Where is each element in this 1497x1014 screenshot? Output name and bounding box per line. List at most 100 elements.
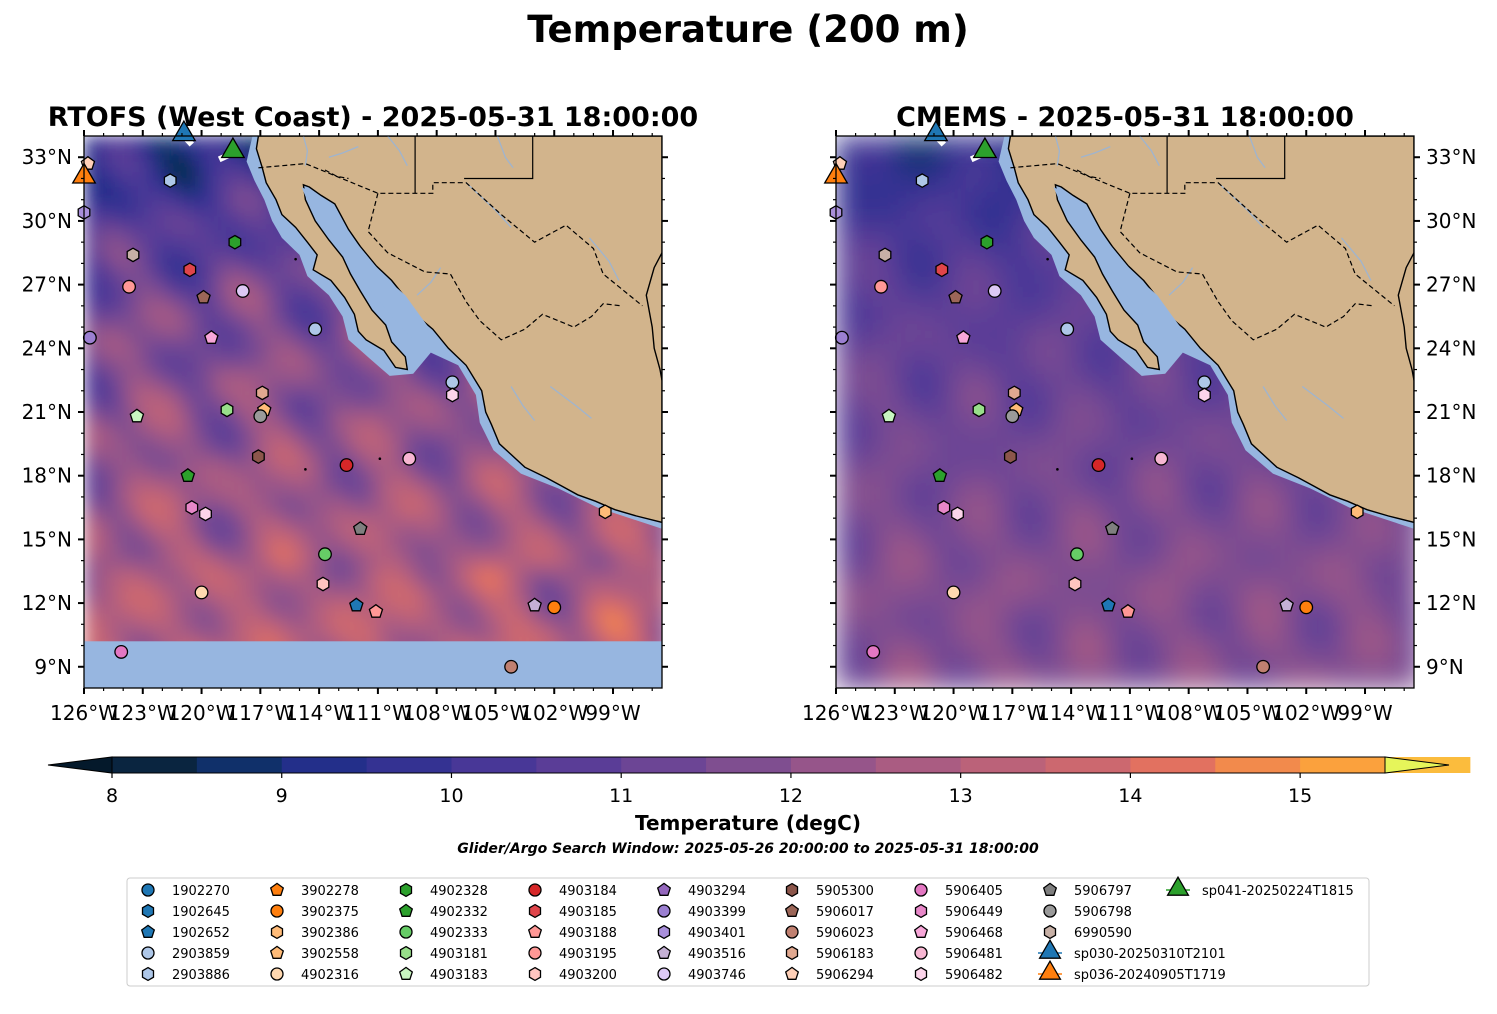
colorbar-segment (1045, 757, 1131, 773)
legend-label: 2903886 (172, 968, 230, 983)
marker-3902386 (598, 504, 612, 520)
legend-label: 4903181 (430, 947, 488, 962)
legend-item: 5906482 (914, 966, 1003, 983)
river (465, 182, 512, 228)
marker-4903399 (82, 330, 97, 345)
marker-2903886 (915, 173, 929, 189)
legend-marker (1043, 924, 1057, 940)
marker-2903859 (445, 375, 460, 390)
y-tick-label: 15°N (1426, 527, 1476, 551)
legend-marker (914, 903, 928, 919)
state-border (1216, 136, 1286, 180)
legend-label: 5906294 (816, 968, 874, 983)
marker-1902652 (349, 597, 364, 612)
legend-label: 5906481 (945, 947, 1003, 962)
marker-5905300 (251, 449, 265, 465)
marker-3902375 (547, 600, 562, 615)
colorbar-segment (1300, 757, 1386, 773)
state-border (1119, 193, 1373, 341)
state-border (367, 193, 621, 341)
marker-4903516 (1279, 597, 1294, 612)
axis-ticks-rtofs: 126°W123°W120°W117°W114°W111°W108°W105°W… (22, 130, 668, 725)
legend-label: 3902386 (301, 926, 359, 941)
panel-rtofs: RTOFS (West Coast) - 2025-05-31 18:00:00… (22, 102, 699, 725)
legend-item: 4903181 (399, 945, 488, 962)
colorbar-segment (790, 757, 877, 773)
legend-label: 1902270 (172, 884, 230, 899)
marker-5906183 (255, 385, 269, 401)
river (328, 145, 359, 158)
legend-label: 4903200 (559, 968, 617, 983)
river (510, 386, 536, 421)
legend-marker (1042, 882, 1058, 896)
y-tick-label: 24°N (22, 336, 72, 360)
legend-item: 4903184 (528, 883, 617, 899)
y-tick-label: 33°N (1426, 145, 1476, 169)
legend-marker (656, 945, 672, 959)
x-tick-label: 120°W (168, 701, 236, 725)
marker-4903185 (935, 262, 949, 278)
legend-item: 4903294 (656, 882, 746, 899)
x-tick-label: 126°W (50, 701, 118, 725)
colorbar-segment (196, 757, 283, 773)
marker-4903181 (972, 402, 986, 418)
legend-item: 4903188 (527, 924, 617, 941)
y-tick-label: 12°N (22, 591, 72, 615)
legend-label: 3902558 (301, 947, 359, 962)
y-tick-label: 9°N (1426, 655, 1464, 679)
legend-item: 5906798 (1043, 904, 1132, 920)
x-tick-label: 117°W (978, 701, 1046, 725)
legend-item: 4903185 (528, 903, 617, 920)
marker-5906023 (504, 659, 519, 674)
east-coast (1397, 252, 1414, 381)
boundaries-cmems (1010, 136, 1395, 421)
marker-4903183 (129, 408, 145, 423)
gulf-california-shelf (301, 187, 435, 340)
legend-item: 4902316 (270, 967, 359, 983)
legend-label: sp036-20240905T1719 (1074, 968, 1226, 983)
legend-marker (141, 903, 155, 919)
marker-5906468 (956, 329, 971, 344)
river (1217, 182, 1264, 228)
legend: 1902270 1902645 1902652 2903859 2903886 39022… (126, 875, 1370, 987)
legend-item: 5906797 (1042, 882, 1132, 899)
y-tick-label: 12°N (1426, 591, 1476, 615)
y-tick-label: 9°N (34, 655, 72, 679)
legend-item: 1902652 (140, 924, 230, 941)
state-border (258, 162, 643, 307)
colorbar-segment (875, 757, 962, 773)
legend-item: 4902332 (398, 903, 488, 920)
legend-item: 4903516 (656, 945, 746, 962)
state-border (464, 136, 534, 180)
marker-1902652 (1101, 597, 1116, 612)
legend-item: 5905300 (785, 882, 874, 899)
marker-4902333 (1070, 547, 1084, 562)
marker-sp041-20250224T1815 (972, 136, 998, 159)
colorbar-tick-label: 10 (439, 785, 463, 807)
legend-label: 4902332 (430, 905, 488, 920)
marker-2903886 (163, 173, 177, 189)
marker-5906482 (199, 506, 212, 522)
legend-marker (1038, 938, 1062, 959)
legend-label: 4903294 (688, 884, 746, 899)
x-tick-label: 105°W (461, 701, 529, 725)
river (1262, 386, 1288, 421)
legend-item: 4902333 (399, 925, 488, 941)
y-tick-label: 27°N (1426, 273, 1476, 297)
legend-item: 4903399 (657, 904, 746, 920)
marker-5906405 (114, 644, 129, 659)
colorbar-frame (111, 756, 1386, 774)
colorbar-segment (366, 757, 452, 773)
legend-marker (269, 945, 285, 959)
y-tick-label: 24°N (1426, 336, 1476, 360)
marker-5906449 (937, 500, 951, 515)
marker-4903184 (1091, 458, 1106, 473)
legend-marker (914, 946, 928, 960)
legend-marker (528, 883, 542, 897)
legend-marker (399, 925, 413, 939)
legend-marker (270, 967, 284, 981)
island (378, 457, 382, 461)
panel-cmems: CMEMS - 2025-05-31 18:00:00 126°W123°W12… (802, 102, 1476, 725)
y-tick-label: 33°N (22, 145, 72, 169)
legend-item: 4903746 (657, 967, 746, 983)
